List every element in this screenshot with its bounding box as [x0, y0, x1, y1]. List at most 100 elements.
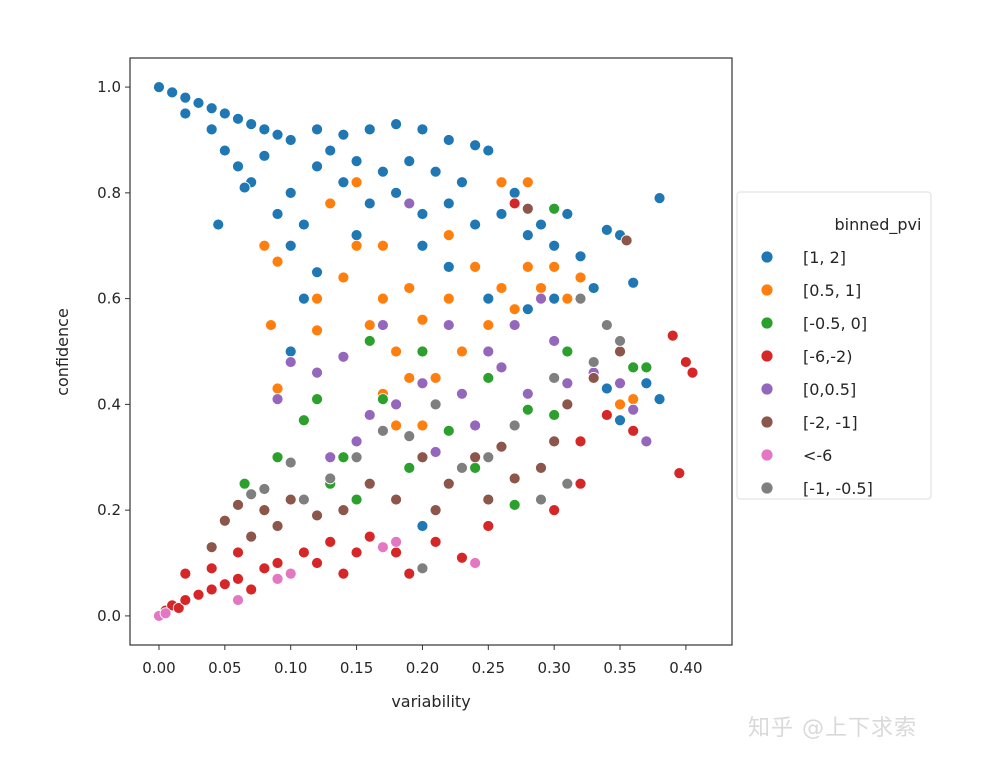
data-point: [442, 197, 455, 210]
data-point: [429, 372, 442, 384]
data-point: [390, 535, 402, 548]
data-point: [390, 345, 402, 358]
data-point: [363, 409, 376, 421]
data-point: [456, 176, 468, 189]
data-point: [429, 504, 442, 517]
data-point: [508, 419, 521, 432]
data-point: [324, 472, 337, 485]
data-point: [258, 483, 271, 495]
data-point: [258, 504, 271, 517]
data-point: [212, 218, 225, 231]
data-point: [521, 403, 534, 416]
data-point: [311, 557, 323, 569]
data-point: [205, 102, 218, 115]
data-point: [284, 239, 297, 252]
data-point: [311, 509, 323, 522]
legend-label: [0.5, 1]: [803, 281, 861, 300]
data-point: [311, 266, 323, 279]
data-point: [429, 165, 442, 178]
data-point: [297, 292, 310, 305]
x-tick-label: 0.15: [340, 659, 373, 677]
data-point: [640, 435, 653, 448]
data-point: [390, 419, 402, 432]
data-point: [271, 393, 284, 405]
data-point: [363, 197, 376, 210]
data-point: [508, 303, 521, 316]
data-point: [232, 594, 244, 606]
y-tick-label: 0.6: [97, 290, 121, 308]
data-point: [535, 292, 547, 305]
data-point: [429, 398, 442, 411]
data-point: [179, 567, 192, 580]
data-point: [416, 123, 429, 136]
data-point: [666, 329, 679, 342]
legend-item: [-1, -0.5]: [760, 479, 873, 498]
data-point: [456, 387, 468, 400]
data-point: [284, 493, 297, 506]
data-point: [192, 588, 205, 601]
legend-marker: [760, 448, 774, 462]
data-point: [153, 81, 165, 93]
data-point: [271, 520, 284, 532]
data-point: [456, 551, 468, 564]
data-point: [284, 567, 297, 580]
data-point: [640, 361, 653, 374]
data-point: [350, 493, 363, 506]
data-point: [535, 218, 547, 231]
x-tick-label: 0.40: [669, 659, 702, 677]
data-point: [587, 356, 600, 368]
data-point: [561, 477, 574, 490]
legend-title: binned_pvi: [835, 215, 922, 235]
data-point: [238, 181, 251, 194]
data-point: [311, 324, 323, 337]
data-point: [442, 229, 455, 242]
x-axis: 0.00 0.05 0.10 0.15 0.20 0.25 0.30 0.35 0.40: [142, 645, 703, 677]
legend-label: [-1, -0.5]: [803, 479, 873, 498]
data-point: [390, 493, 402, 506]
data-point: [482, 144, 495, 157]
data-point: [350, 155, 363, 168]
data-point: [482, 451, 495, 464]
data-point: [403, 567, 416, 580]
data-point: [495, 208, 508, 220]
data-point: [416, 313, 429, 326]
data-point: [535, 461, 547, 474]
data-point: [403, 197, 416, 210]
legend-marker: [760, 250, 774, 264]
data-point: [363, 123, 376, 136]
x-tick-label: 0.30: [537, 659, 570, 677]
data-point: [495, 282, 508, 294]
data-point: [521, 229, 534, 242]
data-point: [548, 435, 561, 448]
data-point: [271, 382, 284, 395]
data-point: [232, 572, 244, 585]
y-tick-label: 0.0: [97, 607, 121, 625]
legend-item: [-0.5, 0]: [760, 314, 867, 333]
data-point: [469, 461, 482, 474]
data-point: [673, 467, 686, 480]
y-tick-label: 1.0: [97, 78, 121, 96]
data-point: [377, 424, 389, 437]
data-point: [377, 541, 389, 554]
data-point: [548, 260, 561, 273]
data-point: [337, 128, 350, 141]
data-point: [535, 493, 547, 506]
data-point: [521, 387, 534, 400]
legend-marker: [760, 481, 774, 495]
data-point: [350, 176, 363, 189]
data-point: [482, 292, 495, 305]
data-point: [574, 271, 587, 284]
data-point: [442, 292, 455, 305]
data-point: [271, 128, 284, 141]
data-point: [258, 562, 271, 575]
data-point: [218, 578, 231, 591]
data-point: [258, 123, 271, 136]
data-point: [205, 541, 218, 554]
data-point: [508, 197, 521, 210]
data-point: [377, 239, 389, 252]
data-point: [179, 594, 192, 606]
data-point: [172, 602, 185, 614]
points-layer: [153, 81, 699, 622]
data-point: [416, 451, 429, 464]
data-point: [337, 350, 350, 363]
